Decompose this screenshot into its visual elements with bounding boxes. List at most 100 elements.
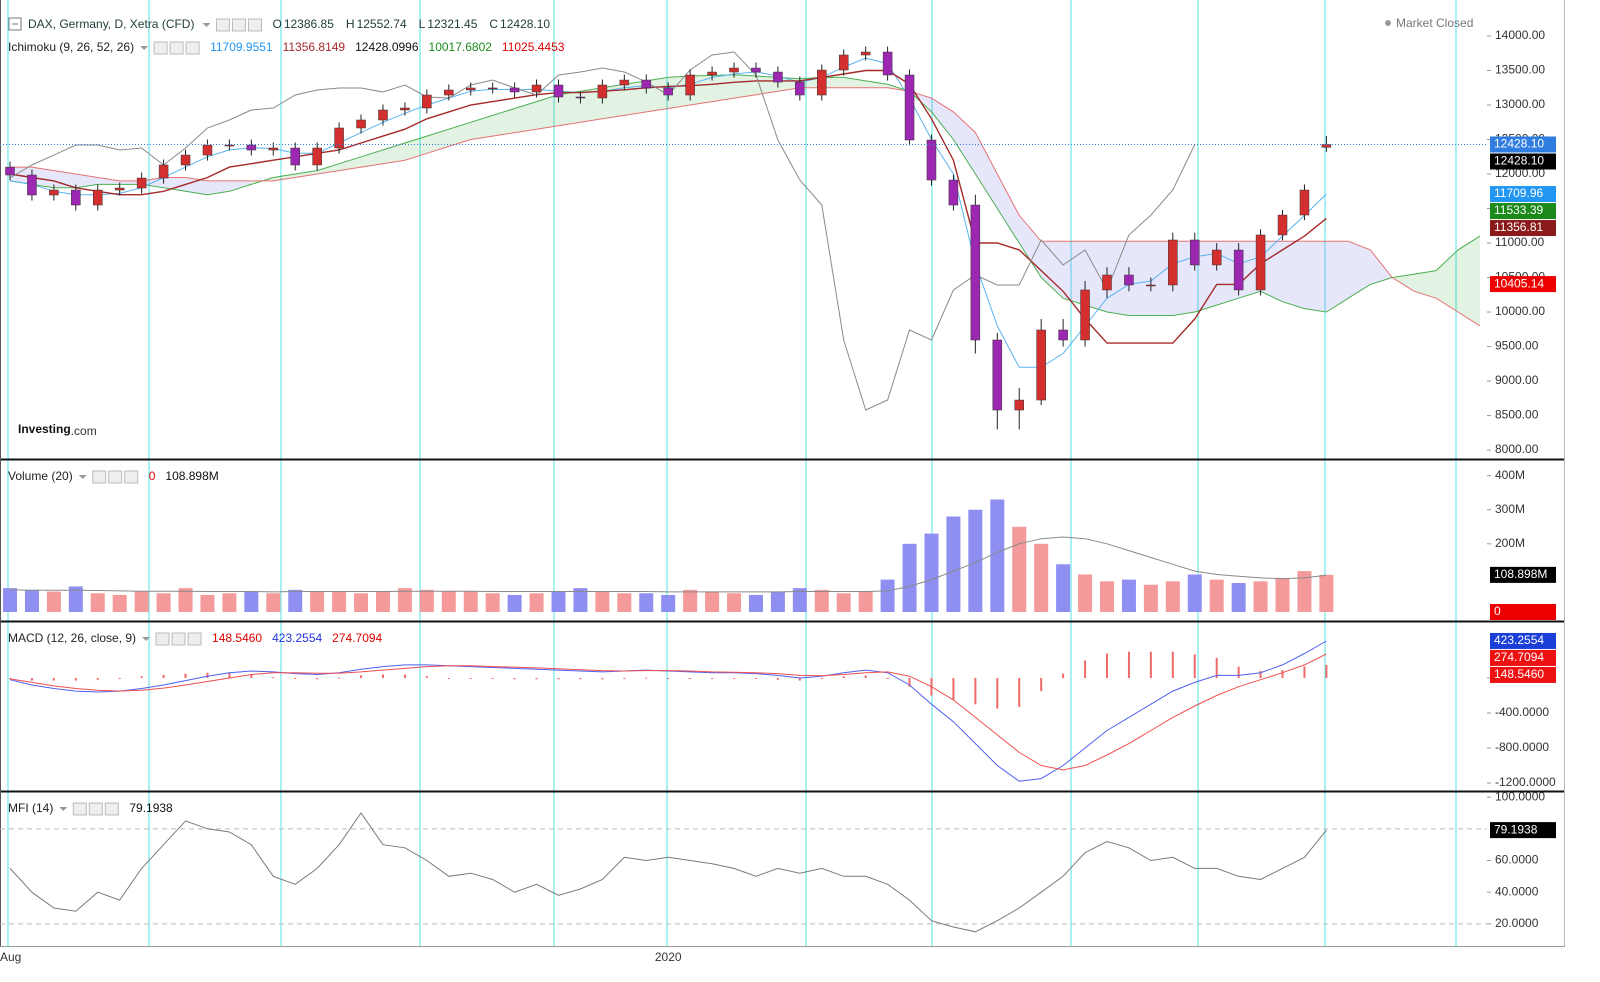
candle-body bbox=[158, 164, 169, 179]
span-a-line bbox=[9, 74, 1481, 316]
volume-bar bbox=[156, 593, 171, 612]
candle-body bbox=[487, 87, 498, 90]
indicator-icon[interactable] bbox=[185, 41, 200, 55]
time-grid bbox=[7, 0, 1457, 946]
volume-bar bbox=[727, 593, 742, 612]
legend-value: 11025.4453 bbox=[502, 40, 565, 54]
volume-bar bbox=[617, 593, 632, 612]
candle-body bbox=[948, 179, 959, 206]
ichimoku-cloud bbox=[1260, 241, 1283, 302]
indicator-icon[interactable] bbox=[215, 18, 230, 32]
histogram-bar bbox=[820, 677, 823, 679]
indicator-icon[interactable] bbox=[187, 632, 202, 646]
ichimoku-cloud bbox=[1436, 249, 1459, 313]
price-badge-label: 79.1938 bbox=[1494, 822, 1538, 836]
candle-body bbox=[114, 187, 125, 191]
y-tick-label: 9500.00 bbox=[1495, 339, 1539, 353]
indicator-icon[interactable] bbox=[153, 41, 168, 55]
indicator-icon[interactable] bbox=[92, 470, 107, 484]
chart-title: DAX, Germany, D, Xetra (CFD) bbox=[28, 17, 194, 31]
indicator-icon[interactable] bbox=[171, 632, 186, 646]
ichimoku-cloud bbox=[1370, 249, 1393, 285]
histogram-bar bbox=[1018, 677, 1021, 707]
candle-body bbox=[93, 189, 103, 206]
price-badge bbox=[1490, 566, 1556, 583]
price-badge bbox=[1490, 666, 1556, 683]
histogram-bar bbox=[776, 677, 779, 680]
histogram-bar bbox=[733, 677, 736, 679]
y-tick-label: 14000.00 bbox=[1495, 28, 1545, 42]
volume-bar bbox=[222, 593, 237, 612]
ichimoku-cloud bbox=[580, 87, 603, 123]
y-tick-label: -800.0000 bbox=[1495, 740, 1549, 754]
dropdown-caret[interactable] bbox=[142, 637, 151, 641]
candle-body bbox=[619, 79, 630, 86]
histogram-bar bbox=[623, 677, 626, 679]
ichimoku-cloud bbox=[339, 156, 362, 171]
y-tick-label: 11000.00 bbox=[1495, 235, 1544, 249]
y-tick-label: 40.0000 bbox=[1495, 884, 1539, 898]
histogram-bar bbox=[1281, 670, 1284, 678]
volume-bar bbox=[112, 594, 127, 612]
indicator-icon[interactable] bbox=[155, 632, 170, 646]
ichimoku-cloud bbox=[514, 101, 537, 133]
candle-body bbox=[729, 67, 739, 73]
ichimoku-cloud bbox=[1019, 215, 1042, 278]
ichimoku-cloud bbox=[1216, 241, 1239, 306]
dropdown-caret[interactable] bbox=[202, 23, 211, 27]
indicator-icon[interactable] bbox=[247, 18, 262, 32]
volume-bar bbox=[1275, 577, 1290, 612]
indicator-title: Volume (20) bbox=[8, 469, 73, 483]
candle-body bbox=[707, 71, 717, 76]
histogram-bar bbox=[842, 676, 845, 678]
candle-body bbox=[1277, 214, 1288, 236]
price-badge-label: 11533.39 bbox=[1494, 203, 1543, 217]
ichimoku-cloud bbox=[97, 177, 120, 185]
candle-body bbox=[136, 177, 147, 189]
dropdown-caret[interactable] bbox=[140, 46, 149, 50]
indicator-icon[interactable] bbox=[169, 41, 184, 55]
quote-value: 12321.45 bbox=[427, 17, 477, 31]
candle-body bbox=[1233, 249, 1244, 291]
indicator-icon[interactable] bbox=[124, 470, 139, 484]
ichimoku-cloud bbox=[492, 108, 515, 137]
volume-bar bbox=[244, 591, 259, 612]
histogram-bar bbox=[9, 677, 11, 679]
volume-bar bbox=[441, 591, 456, 612]
logo-suffix: .com bbox=[71, 424, 97, 438]
ichimoku-cloud bbox=[843, 77, 866, 88]
volume-bar bbox=[1297, 571, 1312, 612]
ichimoku-cloud bbox=[1150, 241, 1173, 316]
histogram-bar bbox=[908, 677, 911, 687]
histogram-bar bbox=[118, 677, 121, 679]
histogram-bar bbox=[952, 677, 955, 700]
ichimoku-cloud bbox=[185, 177, 208, 195]
x-tick-label: Aug bbox=[0, 950, 21, 964]
volume-bar bbox=[595, 591, 610, 612]
ichimoku-cloud bbox=[470, 115, 493, 140]
price-badge bbox=[1490, 220, 1556, 237]
ichimoku-cloud bbox=[1458, 236, 1480, 326]
candle-body bbox=[356, 119, 366, 129]
collapse-icon[interactable] bbox=[8, 17, 22, 31]
dropdown-caret[interactable] bbox=[59, 807, 68, 811]
indicator-icon[interactable] bbox=[88, 802, 103, 816]
price-badge-label: 108.898M bbox=[1494, 567, 1547, 581]
histogram-bar bbox=[1215, 657, 1218, 678]
indicator-icon[interactable] bbox=[231, 18, 246, 32]
candle-body bbox=[71, 189, 81, 206]
ichimoku-cloud bbox=[163, 177, 186, 192]
ichimoku-cloud bbox=[1128, 241, 1151, 316]
indicator-icon[interactable] bbox=[108, 470, 123, 484]
ichimoku-cloud bbox=[31, 167, 54, 188]
histogram-bar bbox=[52, 677, 55, 681]
candle-body bbox=[1255, 234, 1266, 291]
dropdown-caret[interactable] bbox=[78, 475, 87, 479]
indicator-icon[interactable] bbox=[104, 802, 119, 816]
ichimoku-cloud bbox=[75, 174, 98, 188]
ichimoku-cloud bbox=[382, 142, 405, 164]
ichimoku-cloud bbox=[1063, 241, 1086, 306]
price-badge-label: 0 bbox=[1494, 604, 1501, 618]
indicator-icon[interactable] bbox=[72, 802, 87, 816]
volume-bar bbox=[814, 589, 829, 612]
